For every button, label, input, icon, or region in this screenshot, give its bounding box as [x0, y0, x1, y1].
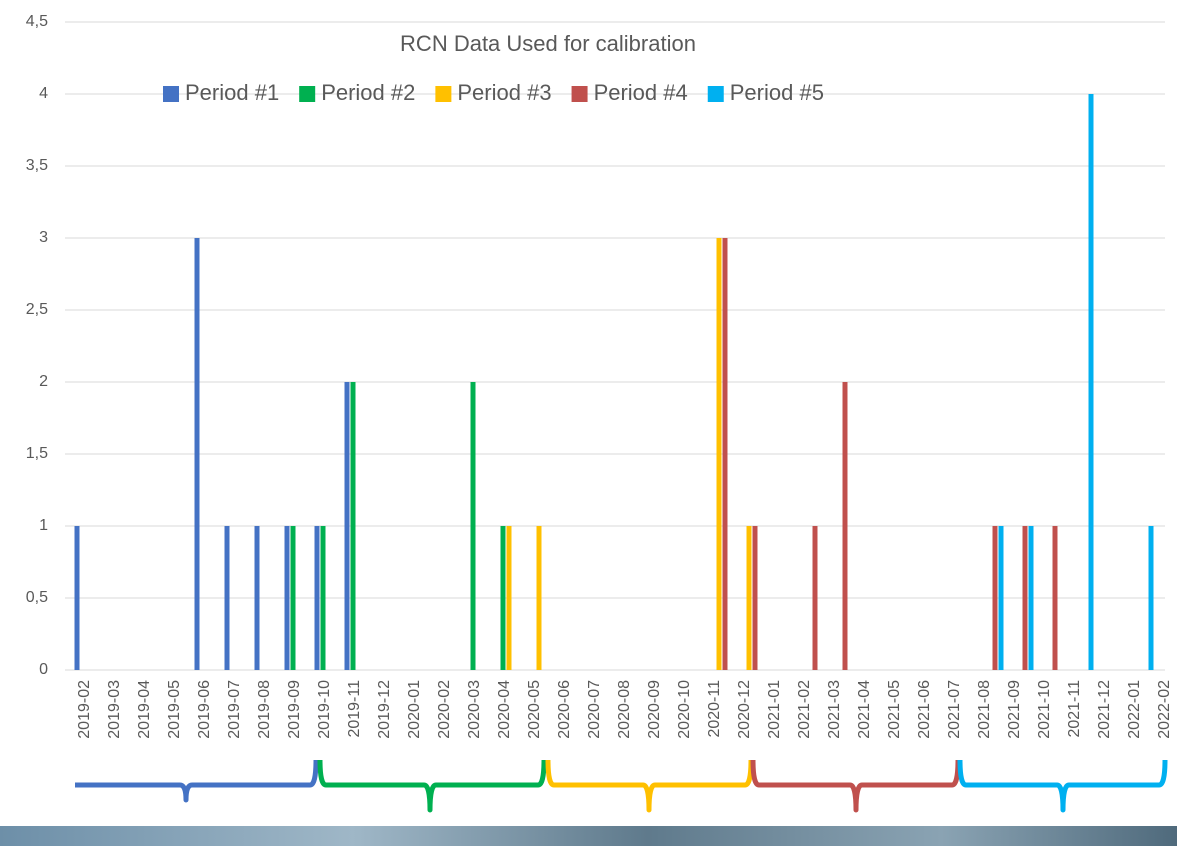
- bar: [195, 238, 200, 670]
- y-tick-label: 0,5: [26, 589, 48, 606]
- bar: [717, 238, 722, 670]
- brace: [320, 760, 544, 810]
- x-tick-label: 2021-05: [886, 680, 903, 739]
- bar: [813, 526, 818, 670]
- bar: [471, 382, 476, 670]
- bar: [843, 382, 848, 670]
- x-tick-label: 2020-03: [466, 680, 483, 739]
- x-tick-label: 2020-12: [736, 680, 753, 739]
- x-tick-label: 2020-05: [526, 680, 543, 739]
- brace: [960, 760, 1165, 810]
- x-tick-label: 2019-08: [256, 680, 273, 739]
- bar: [723, 238, 728, 670]
- x-tick-label: 2019-06: [196, 680, 213, 739]
- x-tick-label: 2020-06: [556, 680, 573, 739]
- legend-swatch: [435, 86, 451, 102]
- x-tick-label: 2019-02: [76, 680, 93, 739]
- x-tick-label: 2021-02: [796, 680, 813, 739]
- x-tick-label: 2021-04: [856, 680, 873, 739]
- brace: [753, 760, 958, 810]
- y-tick-label: 4,5: [26, 13, 48, 30]
- x-tick-label: 2020-10: [676, 680, 693, 739]
- x-tick-label: 2021-09: [1006, 680, 1023, 739]
- x-tick-label: 2020-09: [646, 680, 663, 739]
- bar: [225, 526, 230, 670]
- bar: [537, 526, 542, 670]
- x-tick-label: 2021-03: [826, 680, 843, 739]
- y-tick-label: 3,5: [26, 157, 48, 174]
- legend-swatch: [572, 86, 588, 102]
- period-braces: [75, 760, 1165, 810]
- x-tick-label: 2019-04: [136, 680, 153, 739]
- x-tick-label: 2021-01: [766, 680, 783, 739]
- brace: [75, 760, 316, 800]
- x-tick-label: 2019-07: [226, 680, 243, 739]
- x-tick-label: 2019-11: [346, 680, 363, 738]
- bar: [501, 526, 506, 670]
- legend-swatch: [708, 86, 724, 102]
- x-tick-label: 2022-01: [1126, 680, 1143, 739]
- x-tick-label: 2022-02: [1156, 680, 1173, 739]
- y-tick-label: 4: [39, 85, 48, 102]
- x-tick-label: 2019-03: [106, 680, 123, 739]
- bar: [1149, 526, 1154, 670]
- x-tick-label: 2019-10: [316, 680, 333, 739]
- x-tick-label: 2020-07: [586, 680, 603, 739]
- background-photo-strip: [0, 826, 1177, 846]
- legend-label: Period #3: [457, 80, 551, 105]
- x-tick-label: 2021-08: [976, 680, 993, 739]
- legend-label: Period #5: [730, 80, 824, 105]
- bar: [321, 526, 326, 670]
- x-tick-label: 2021-10: [1036, 680, 1053, 739]
- bar: [75, 526, 80, 670]
- bar: [351, 382, 356, 670]
- x-tick-label: 2020-01: [406, 680, 423, 739]
- x-tick-label: 2021-06: [916, 680, 933, 739]
- y-tick-label: 1,5: [26, 445, 48, 462]
- legend-swatch: [299, 86, 315, 102]
- chart: RCN Data Used for calibration 0 0,5 1 1,5 2 2…: [0, 0, 1177, 846]
- bar: [1053, 526, 1058, 670]
- bar: [753, 526, 758, 670]
- y-tick-label: 3: [39, 229, 48, 246]
- bar: [999, 526, 1004, 670]
- legend-label: Period #2: [321, 80, 415, 105]
- legend-label: Period #4: [594, 80, 688, 105]
- y-tick-label: 2: [39, 373, 48, 390]
- bar: [747, 526, 752, 670]
- y-tick-label: 0: [39, 661, 48, 678]
- legend-swatch: [163, 86, 179, 102]
- chart-title: RCN Data Used for calibration: [400, 31, 696, 56]
- x-tick-label: 2020-02: [436, 680, 453, 739]
- legend-label: Period #1: [185, 80, 279, 105]
- bar: [993, 526, 998, 670]
- bar: [315, 526, 320, 670]
- x-tick-label: 2019-09: [286, 680, 303, 739]
- x-tick-label: 2021-11: [1066, 680, 1083, 738]
- bar: [255, 526, 260, 670]
- y-tick-label: 2,5: [26, 301, 48, 318]
- x-tick-label: 2021-07: [946, 680, 963, 739]
- bar: [1029, 526, 1034, 670]
- x-tick-label: 2019-12: [376, 680, 393, 739]
- bar: [507, 526, 512, 670]
- x-tick-label: 2020-04: [496, 680, 513, 739]
- bar: [291, 526, 296, 670]
- y-tick-label: 1: [39, 517, 48, 534]
- x-tick-label: 2021-12: [1096, 680, 1113, 739]
- x-tick-label: 2020-11: [706, 680, 723, 738]
- x-tick-label: 2019-05: [166, 680, 183, 739]
- x-tick-label: 2020-08: [616, 680, 633, 739]
- brace: [548, 760, 751, 810]
- bar: [1023, 526, 1028, 670]
- bar: [285, 526, 290, 670]
- bar: [345, 382, 350, 670]
- bar: [1089, 94, 1094, 670]
- page: {"chart_data": {"type": "bar", "title": …: [0, 0, 1177, 846]
